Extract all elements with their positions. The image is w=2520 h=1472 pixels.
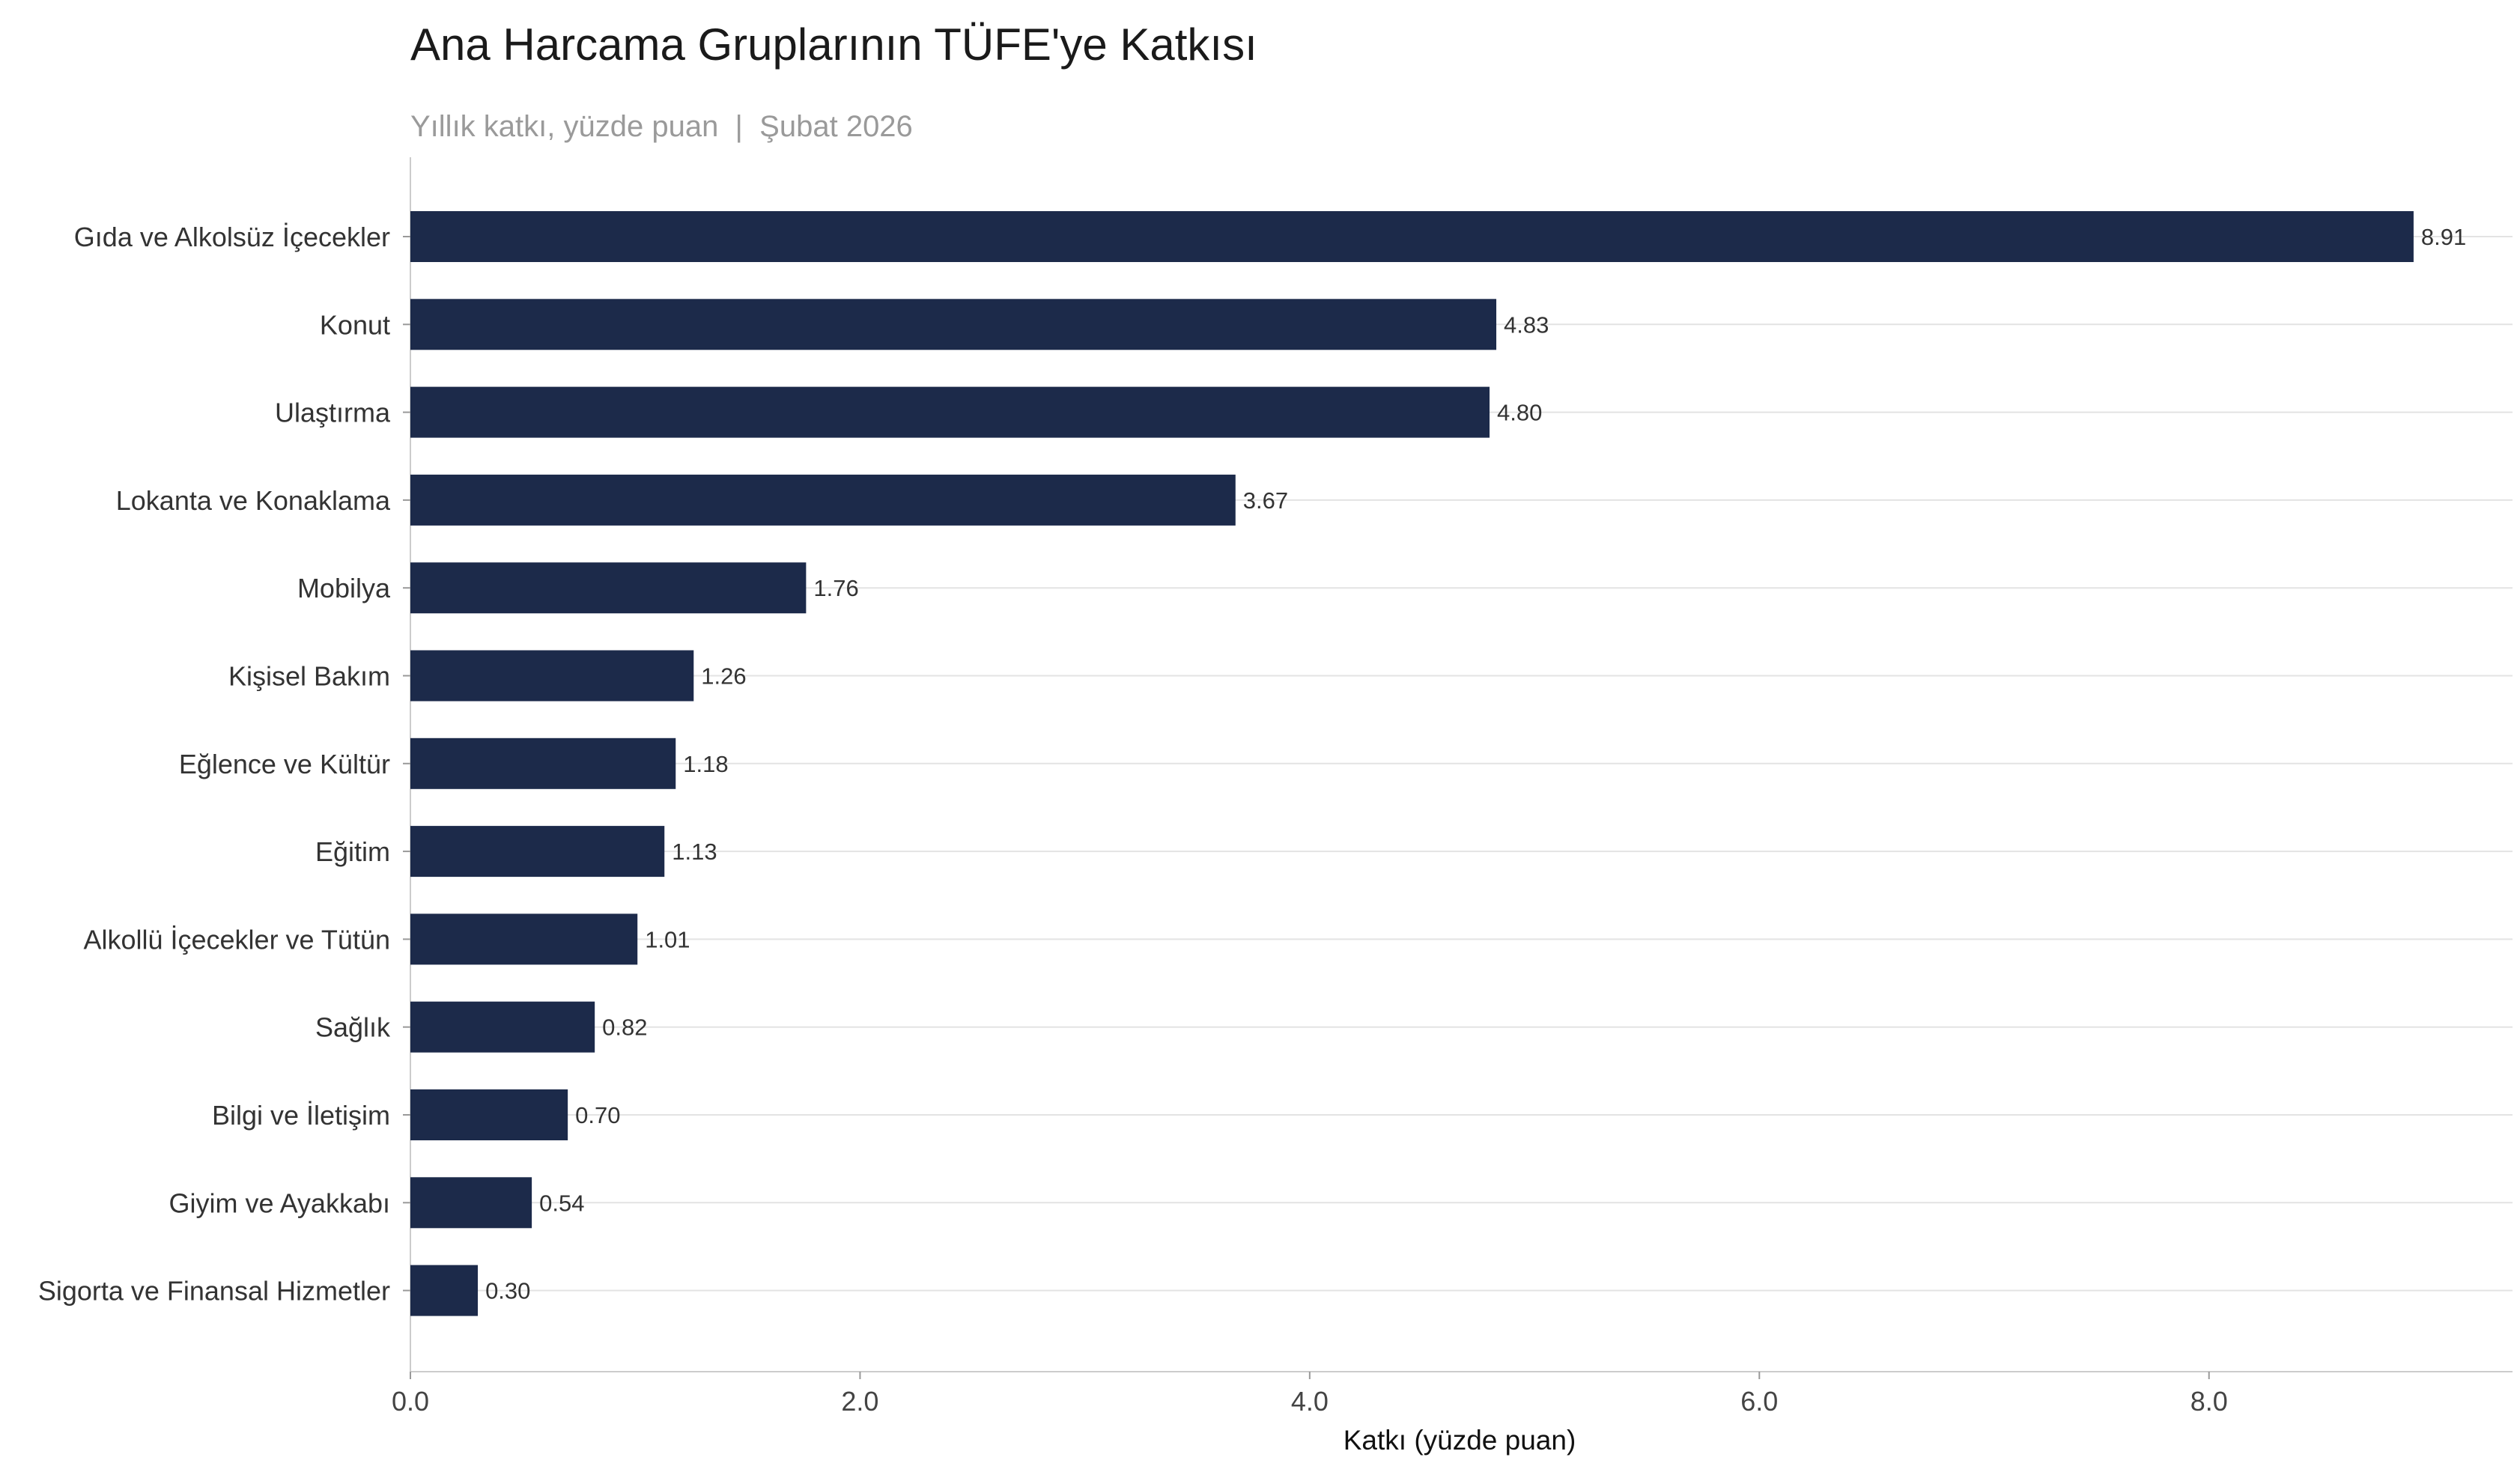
category-label: Mobilya (297, 573, 391, 603)
x-tick-label: 4.0 (1291, 1386, 1329, 1417)
bar-value-label: 0.82 (602, 1015, 647, 1041)
chart-subtitle: Yıllık katkı, yüzde puan | Şubat 2026 (410, 110, 913, 143)
bar (410, 562, 807, 614)
x-axis-label: Katkı (yüzde puan) (1344, 1425, 1576, 1456)
bar-value-label: 0.30 (485, 1278, 530, 1304)
category-label: Eğitim (315, 836, 390, 867)
category-label: Sigorta ve Finansal Hizmetler (38, 1276, 390, 1307)
bar (410, 913, 638, 965)
bar-value-label: 4.83 (1504, 311, 1549, 338)
category-label: Alkollü İçecekler ve Tütün (83, 924, 390, 955)
bar (410, 826, 665, 878)
bar-value-label: 0.70 (575, 1102, 620, 1128)
bar (410, 211, 2414, 262)
bar (410, 650, 694, 702)
bar-value-label: 1.01 (645, 926, 690, 952)
bars (410, 211, 2414, 1316)
bar (410, 1265, 479, 1316)
category-label: Giyim ve Ayakkabı (169, 1187, 390, 1218)
x-tick-label: 6.0 (1740, 1386, 1778, 1417)
bar-value-label: 4.80 (1497, 400, 1542, 426)
bar (410, 386, 1490, 438)
category-label: Gıda ve Alkolsüz İçecekler (74, 222, 390, 252)
bar-value-label: 8.91 (2421, 224, 2466, 250)
bar (410, 1001, 595, 1053)
x-tick-label: 2.0 (841, 1386, 878, 1417)
bar (410, 299, 1497, 350)
bar (410, 474, 1236, 526)
labels: 8.91 Gıda ve Alkolsüz İçecekler 4.83 Konut 4… (38, 222, 2466, 1307)
category-label: Kişisel Bakım (228, 661, 390, 692)
bar-value-label: 1.13 (672, 839, 717, 865)
category-label: Eğlence ve Kültür (179, 749, 390, 779)
bar (410, 1177, 532, 1229)
category-label: Sağlık (315, 1012, 391, 1043)
chart-title: Ana Harcama Gruplarının TÜFE'ye Katkısı (410, 19, 1257, 70)
bar-value-label: 0.54 (539, 1190, 584, 1216)
bar-value-label: 1.18 (683, 751, 728, 777)
category-label: Ulaştırma (275, 398, 391, 428)
bar-value-label: 1.76 (813, 575, 858, 601)
bar (410, 1089, 568, 1140)
x-tick-label: 8.0 (2190, 1386, 2228, 1417)
category-label: Bilgi ve İletişim (212, 1100, 390, 1131)
bar-value-label: 3.67 (1243, 487, 1288, 514)
bar-value-label: 1.26 (701, 663, 746, 690)
bar (410, 737, 676, 789)
category-label: Lokanta ve Konaklama (116, 485, 391, 516)
category-label: Konut (320, 309, 390, 340)
x-tick-label: 0.0 (392, 1386, 429, 1417)
